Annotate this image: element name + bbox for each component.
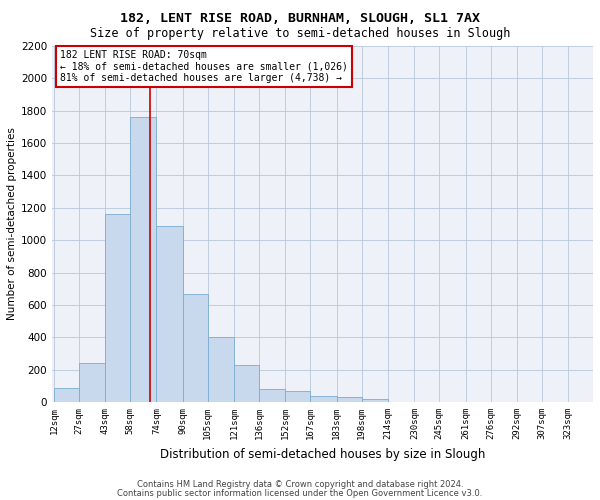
Bar [286, 391, 310, 402]
Bar [234, 365, 259, 402]
Bar [208, 338, 234, 402]
Bar [54, 388, 79, 402]
Text: Size of property relative to semi-detached houses in Slough: Size of property relative to semi-detach… [90, 28, 510, 40]
Text: Contains HM Land Registry data © Crown copyright and database right 2024.: Contains HM Land Registry data © Crown c… [137, 480, 463, 489]
Bar [259, 389, 286, 402]
Bar [157, 226, 183, 402]
Bar [130, 117, 157, 402]
Bar [105, 214, 130, 402]
X-axis label: Distribution of semi-detached houses by size in Slough: Distribution of semi-detached houses by … [160, 448, 485, 460]
Bar [337, 398, 362, 402]
Text: 182, LENT RISE ROAD, BURNHAM, SLOUGH, SL1 7AX: 182, LENT RISE ROAD, BURNHAM, SLOUGH, SL… [120, 12, 480, 26]
Bar [183, 294, 208, 402]
Y-axis label: Number of semi-detached properties: Number of semi-detached properties [7, 128, 17, 320]
Bar [79, 364, 105, 402]
Text: 182 LENT RISE ROAD: 70sqm
← 18% of semi-detached houses are smaller (1,026)
81% : 182 LENT RISE ROAD: 70sqm ← 18% of semi-… [61, 50, 348, 82]
Bar [310, 396, 337, 402]
Text: Contains public sector information licensed under the Open Government Licence v3: Contains public sector information licen… [118, 489, 482, 498]
Bar [362, 399, 388, 402]
